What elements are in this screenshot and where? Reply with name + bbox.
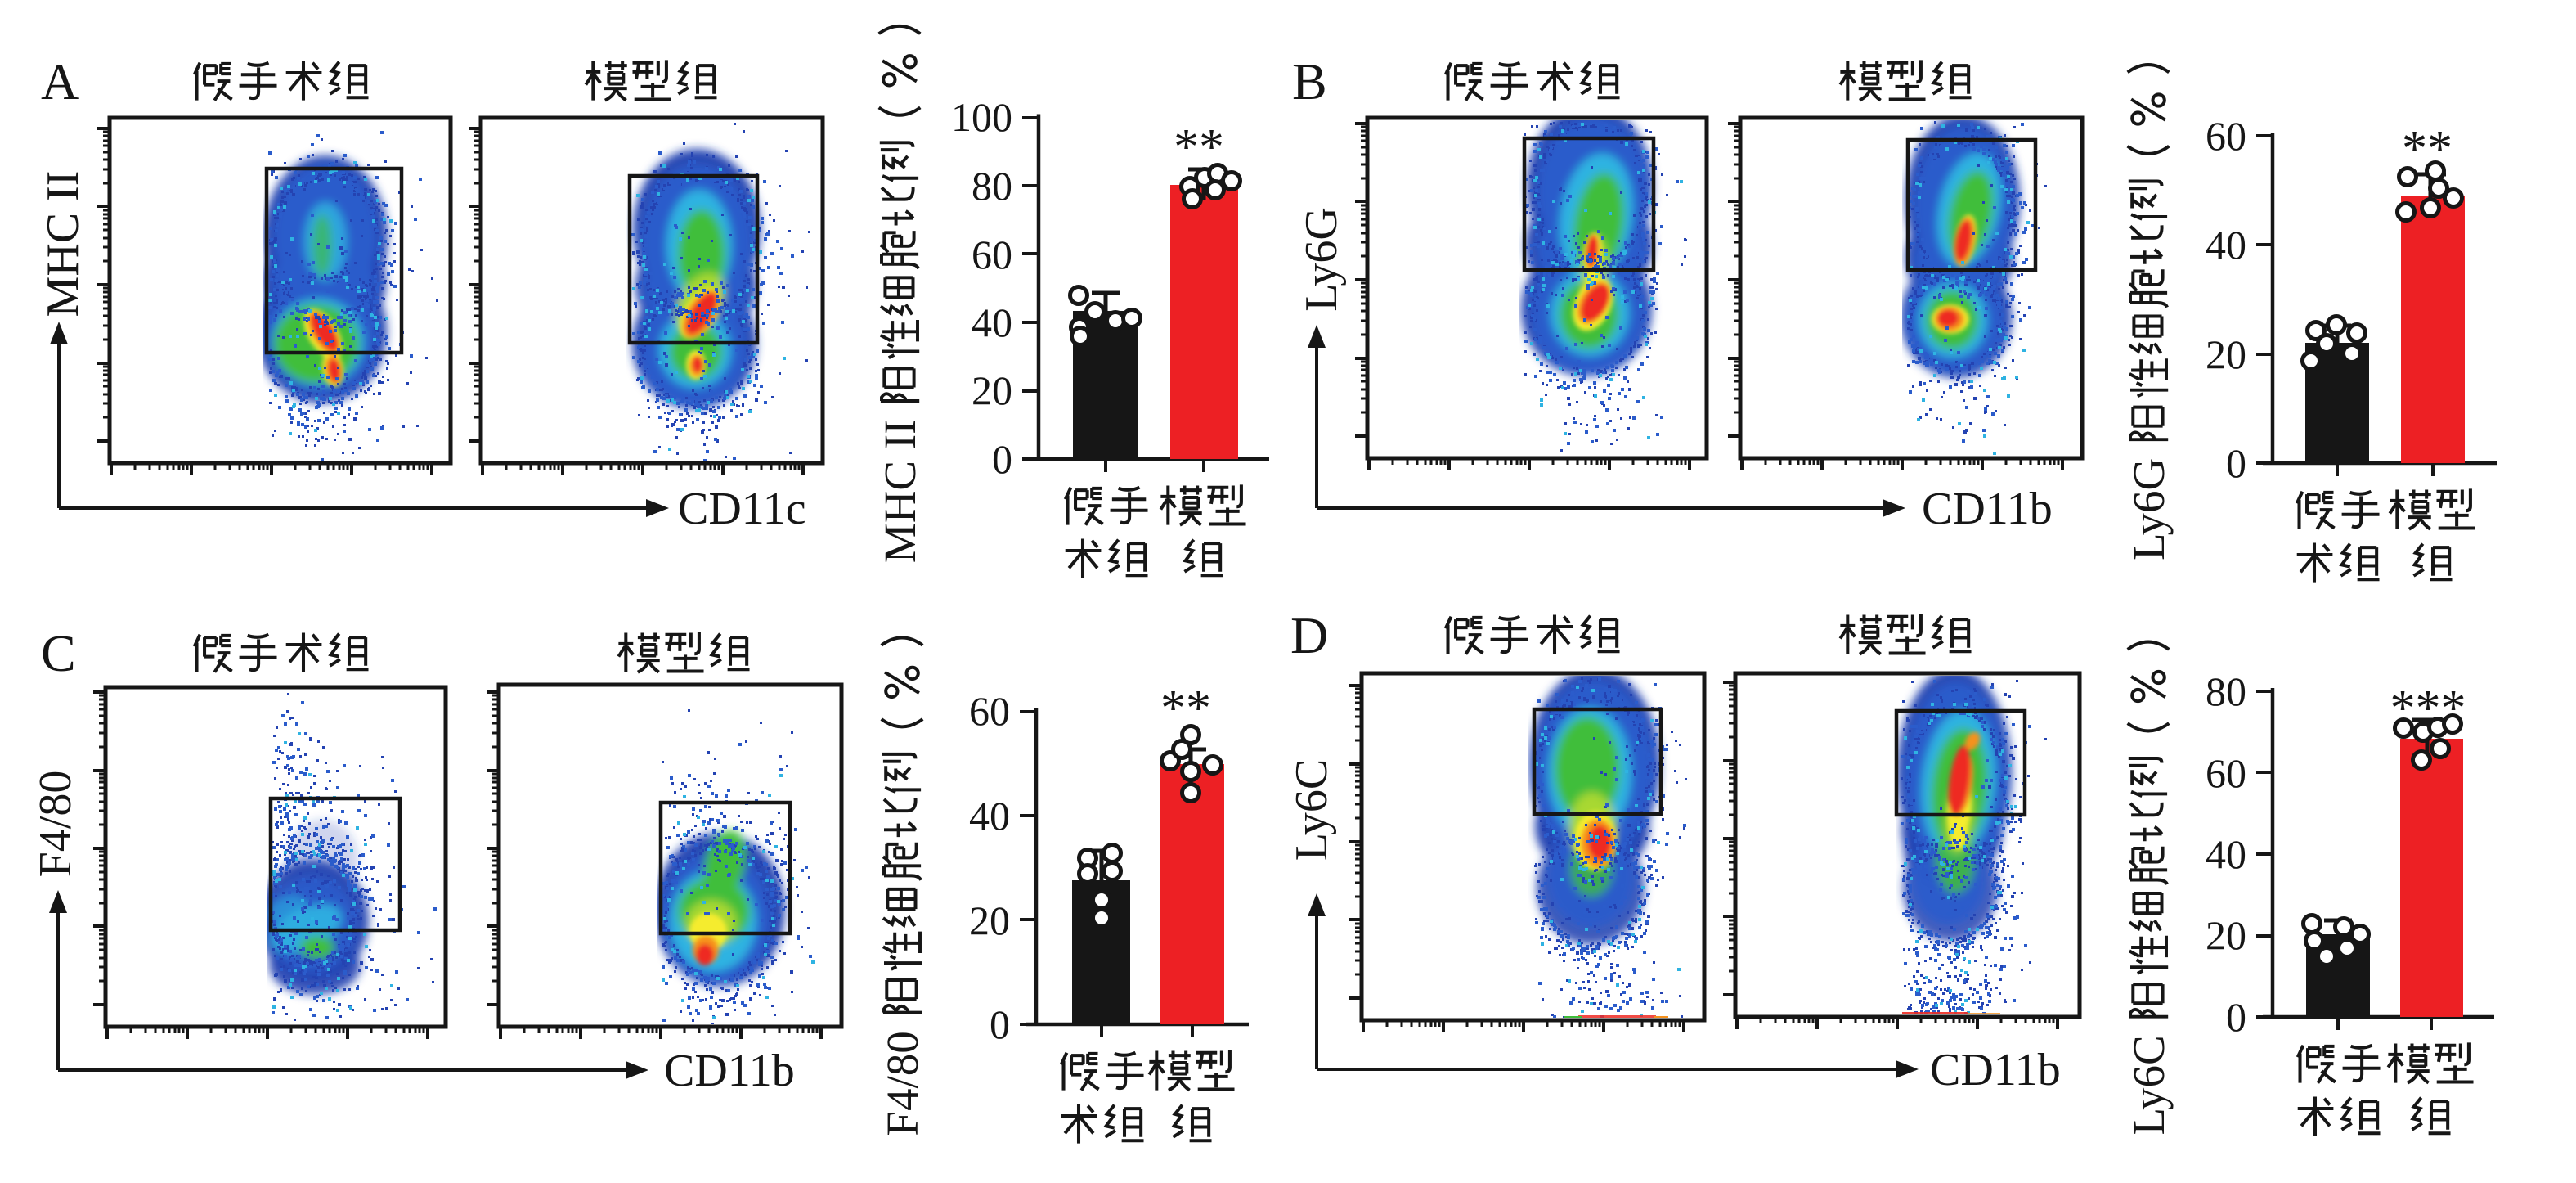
svg-text:40: 40 <box>972 299 1012 345</box>
svg-text:MHC II: MHC II <box>38 171 88 317</box>
svg-text:Ly6G: Ly6G <box>1296 207 1347 312</box>
svg-text:CD11b: CD11b <box>1922 484 2053 534</box>
svg-text:40: 40 <box>2206 831 2246 877</box>
svg-text:60: 60 <box>2206 113 2246 159</box>
svg-text:MHC II: MHC II <box>875 419 925 563</box>
svg-text:0: 0 <box>992 436 1012 482</box>
svg-text:80: 80 <box>2206 668 2246 714</box>
svg-text:D: D <box>1290 606 1328 664</box>
svg-text:Ly6G: Ly6G <box>2124 458 2174 560</box>
svg-text:60: 60 <box>972 232 1012 277</box>
svg-text:60: 60 <box>969 688 1010 734</box>
svg-text:CD11b: CD11b <box>664 1046 795 1096</box>
svg-text:B: B <box>1292 52 1327 110</box>
svg-text:C: C <box>41 624 76 682</box>
svg-text:20: 20 <box>969 897 1010 943</box>
svg-text:Ly6C: Ly6C <box>2124 1035 2174 1135</box>
svg-text:F4/80: F4/80 <box>30 771 81 878</box>
svg-text:0: 0 <box>990 1001 1010 1047</box>
svg-text:100: 100 <box>951 94 1012 140</box>
svg-text:40: 40 <box>2206 222 2246 268</box>
svg-text:20: 20 <box>2206 912 2246 958</box>
svg-text:40: 40 <box>969 793 1010 839</box>
svg-text:60: 60 <box>2206 750 2246 796</box>
svg-text:CD11b: CD11b <box>1930 1045 2061 1095</box>
svg-text:Ly6C: Ly6C <box>1286 759 1337 861</box>
svg-text:0: 0 <box>2226 440 2246 486</box>
svg-text:0: 0 <box>2226 994 2246 1040</box>
svg-text:**: ** <box>2402 121 2453 177</box>
svg-text:A: A <box>41 52 79 110</box>
svg-text:20: 20 <box>972 367 1012 413</box>
svg-text:80: 80 <box>972 163 1012 209</box>
svg-text:F4/80: F4/80 <box>877 1031 927 1136</box>
svg-text:20: 20 <box>2206 331 2246 377</box>
svg-text:CD11c: CD11c <box>678 484 806 534</box>
svg-text:**: ** <box>1160 681 1211 736</box>
svg-text:***: *** <box>2390 681 2466 736</box>
svg-text:**: ** <box>1174 119 1224 175</box>
